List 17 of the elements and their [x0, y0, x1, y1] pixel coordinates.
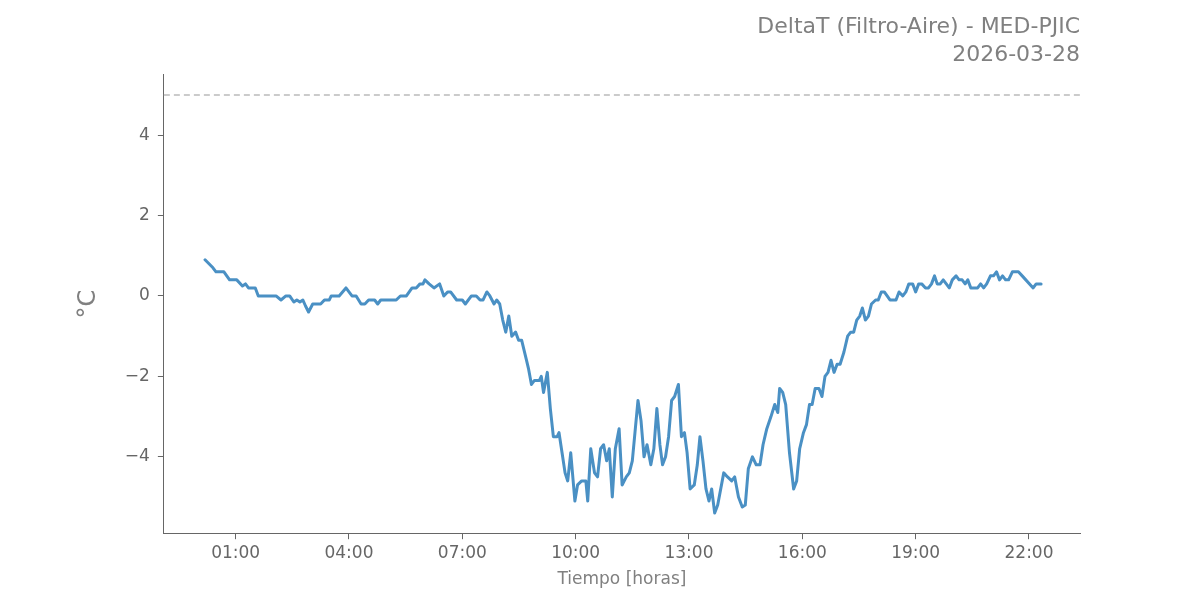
x-tick-label: 10:00: [551, 541, 601, 562]
x-tick-label: 07:00: [437, 541, 487, 562]
x-tick-label: 22:00: [1004, 541, 1054, 562]
x-tick-label: 01:00: [211, 541, 261, 562]
chart-subtitle: 2026-03-28: [952, 41, 1080, 67]
y-tick-label: −4: [124, 445, 150, 466]
y-axis-title: °C: [72, 289, 101, 319]
y-tick-label: 0: [139, 284, 150, 305]
chart-title: DeltaT (Filtro-Aire) - MED-PJIC: [757, 12, 1080, 38]
x-tick-label: 16:00: [777, 541, 827, 562]
x-tick-label: 04:00: [324, 541, 374, 562]
y-tick-label: −2: [124, 364, 150, 385]
y-tick-label: 4: [139, 123, 150, 144]
x-tick-label: 19:00: [891, 541, 941, 562]
y-tick-label: 2: [139, 203, 150, 224]
x-axis-title: Tiempo [horas]: [556, 568, 687, 589]
x-tick-label: 13:00: [664, 541, 714, 562]
